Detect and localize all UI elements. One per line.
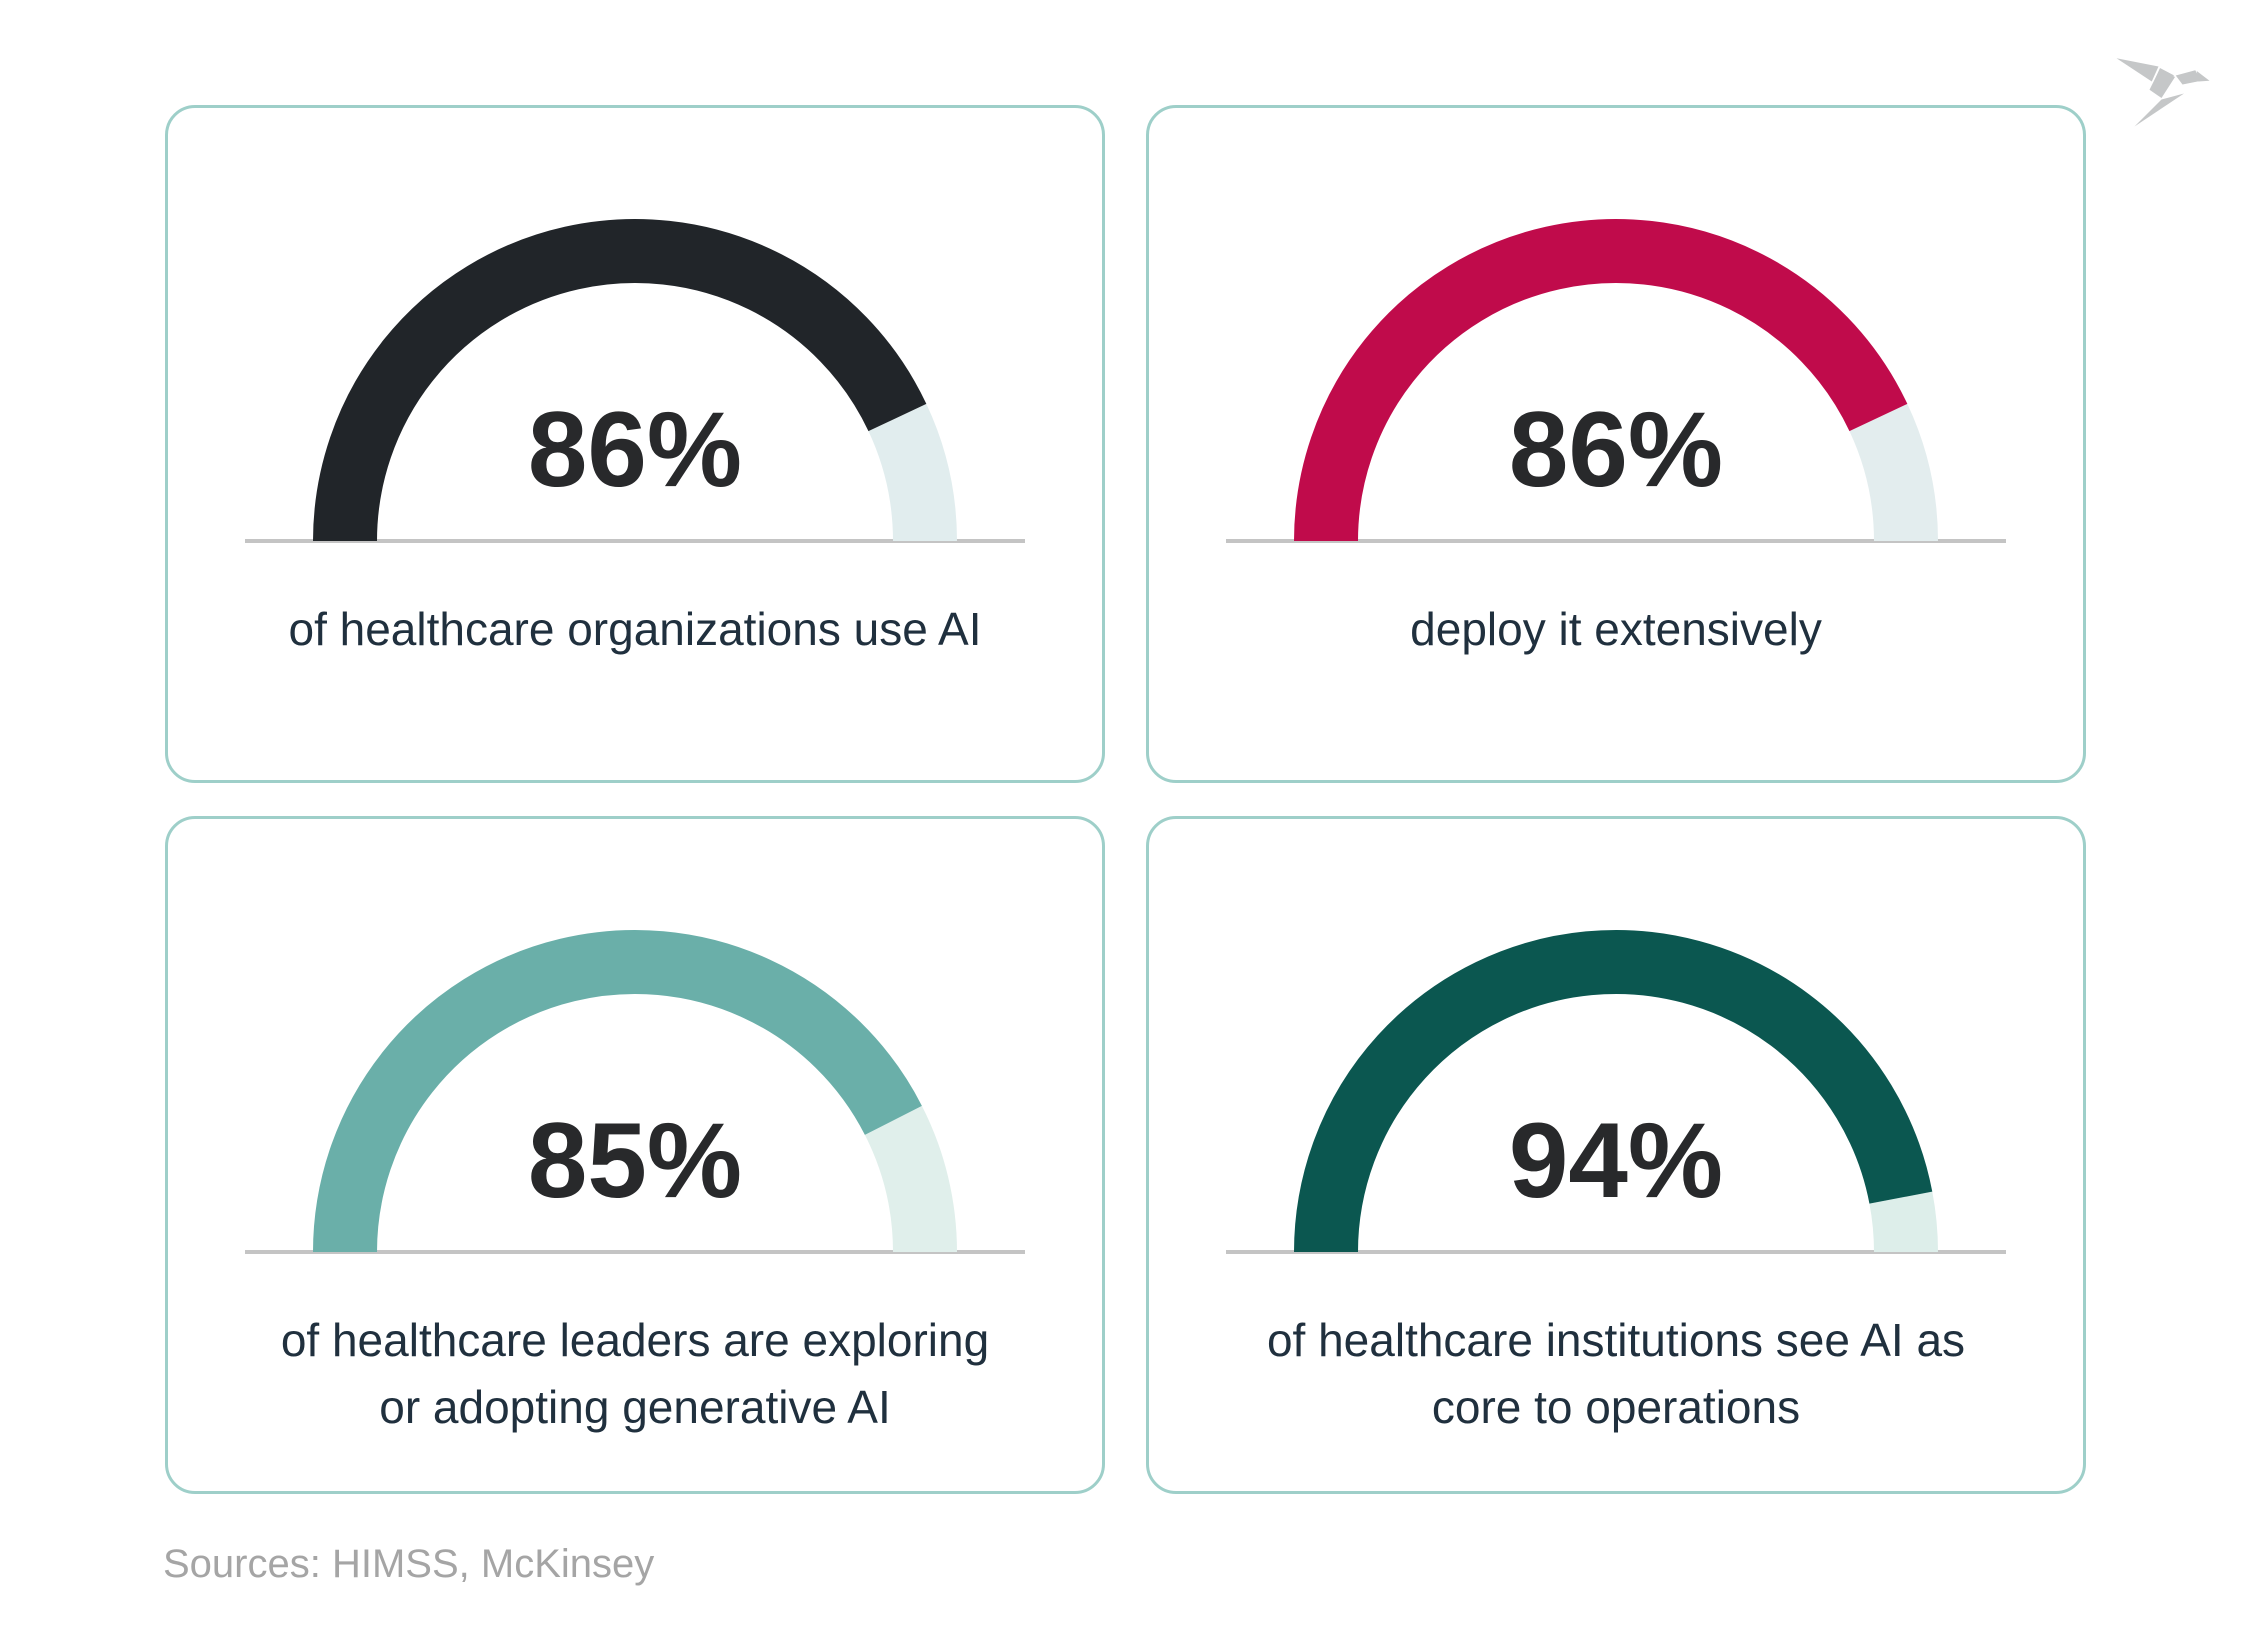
gauge-value-arc	[313, 219, 927, 542]
gauge-track-arc	[868, 403, 957, 542]
gauge-value-arc	[1294, 219, 1908, 542]
origami-bird-logo	[2116, 58, 2210, 127]
gauge-chart: 86%	[245, 199, 1025, 549]
stat-card-institutions-ai-core: 94% of healthcare institutions see AI as…	[1146, 816, 2086, 1494]
gauge-arc-svg	[1226, 219, 2006, 543]
origami-bird-shapes	[2116, 58, 2210, 127]
gauge-value: 86%	[527, 389, 743, 509]
gauge-track-arc	[864, 1105, 957, 1253]
gauge-chart: 94%	[1226, 910, 2006, 1260]
gauge-value: 86%	[1508, 389, 1724, 509]
card-description: of healthcare institutions see AI as cor…	[1266, 1314, 1966, 1433]
stat-card-deploy-extensively: 86% deploy it extensively	[1146, 105, 2086, 783]
card-description: of healthcare organizations use AI	[288, 603, 982, 655]
gauge-track-arc	[1869, 1191, 1938, 1253]
gauge-track-arc	[1849, 403, 1938, 542]
gauge-arc-svg	[1226, 930, 2006, 1254]
card-description: deploy it extensively	[1410, 603, 1822, 655]
gauge-value: 85%	[527, 1100, 743, 1220]
gauge-arc-svg	[245, 219, 1025, 543]
gauge-value-arc	[313, 930, 922, 1253]
gauge-value: 94%	[1508, 1100, 1724, 1220]
card-description: of healthcare leaders are exploring or a…	[280, 1314, 990, 1433]
gauge-value-arc	[1294, 930, 1933, 1253]
stat-card-leaders-generative-ai: 85% of healthcare leaders are exploring …	[165, 816, 1105, 1494]
sources-note: Sources: HIMSS, McKinsey	[163, 1542, 655, 1586]
gauge-chart: 85%	[245, 910, 1025, 1260]
gauge-arc-svg	[245, 930, 1025, 1254]
stat-card-healthcare-orgs-use-ai: 86% of healthcare organizations use AI	[165, 105, 1105, 783]
gauge-chart: 86%	[1226, 199, 2006, 549]
